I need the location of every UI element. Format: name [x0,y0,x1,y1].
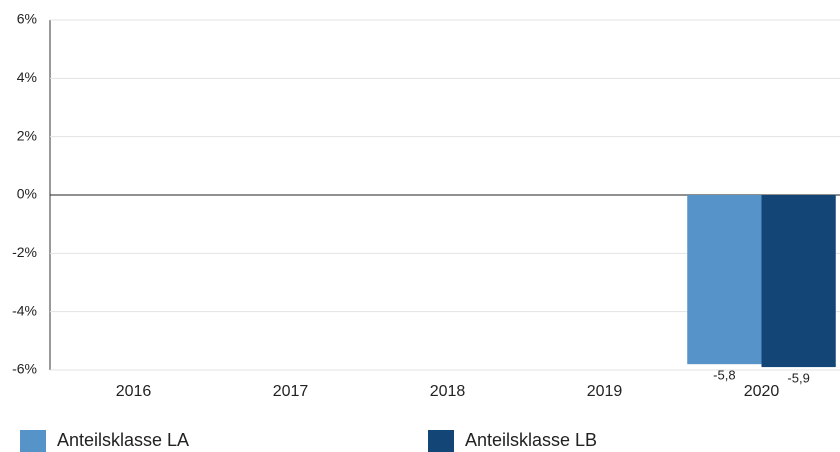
y-tick-label: -6% [12,361,37,377]
y-tick-label: -4% [12,302,37,318]
y-tick-label: 0% [17,186,37,202]
legend-label: Anteilsklasse LB [465,430,597,450]
x-tick-label: 2018 [430,383,466,400]
legend-swatch [428,430,454,452]
y-tick-label: 4% [17,69,37,85]
value-label: -5,8 [713,368,735,383]
x-tick-label: 2017 [273,383,309,400]
y-tick-label: 6% [17,11,37,27]
x-tick-label: 2016 [116,383,152,400]
bar [761,195,836,368]
y-tick-label: 2% [17,127,37,143]
x-tick-label: 2019 [587,383,623,400]
y-tick-label: -2% [12,244,37,260]
legend-swatch [20,430,46,452]
x-tick-label: 2020 [744,383,780,400]
value-label: -5,9 [787,371,809,386]
bar [687,195,762,365]
legend-label: Anteilsklasse LA [57,430,189,450]
